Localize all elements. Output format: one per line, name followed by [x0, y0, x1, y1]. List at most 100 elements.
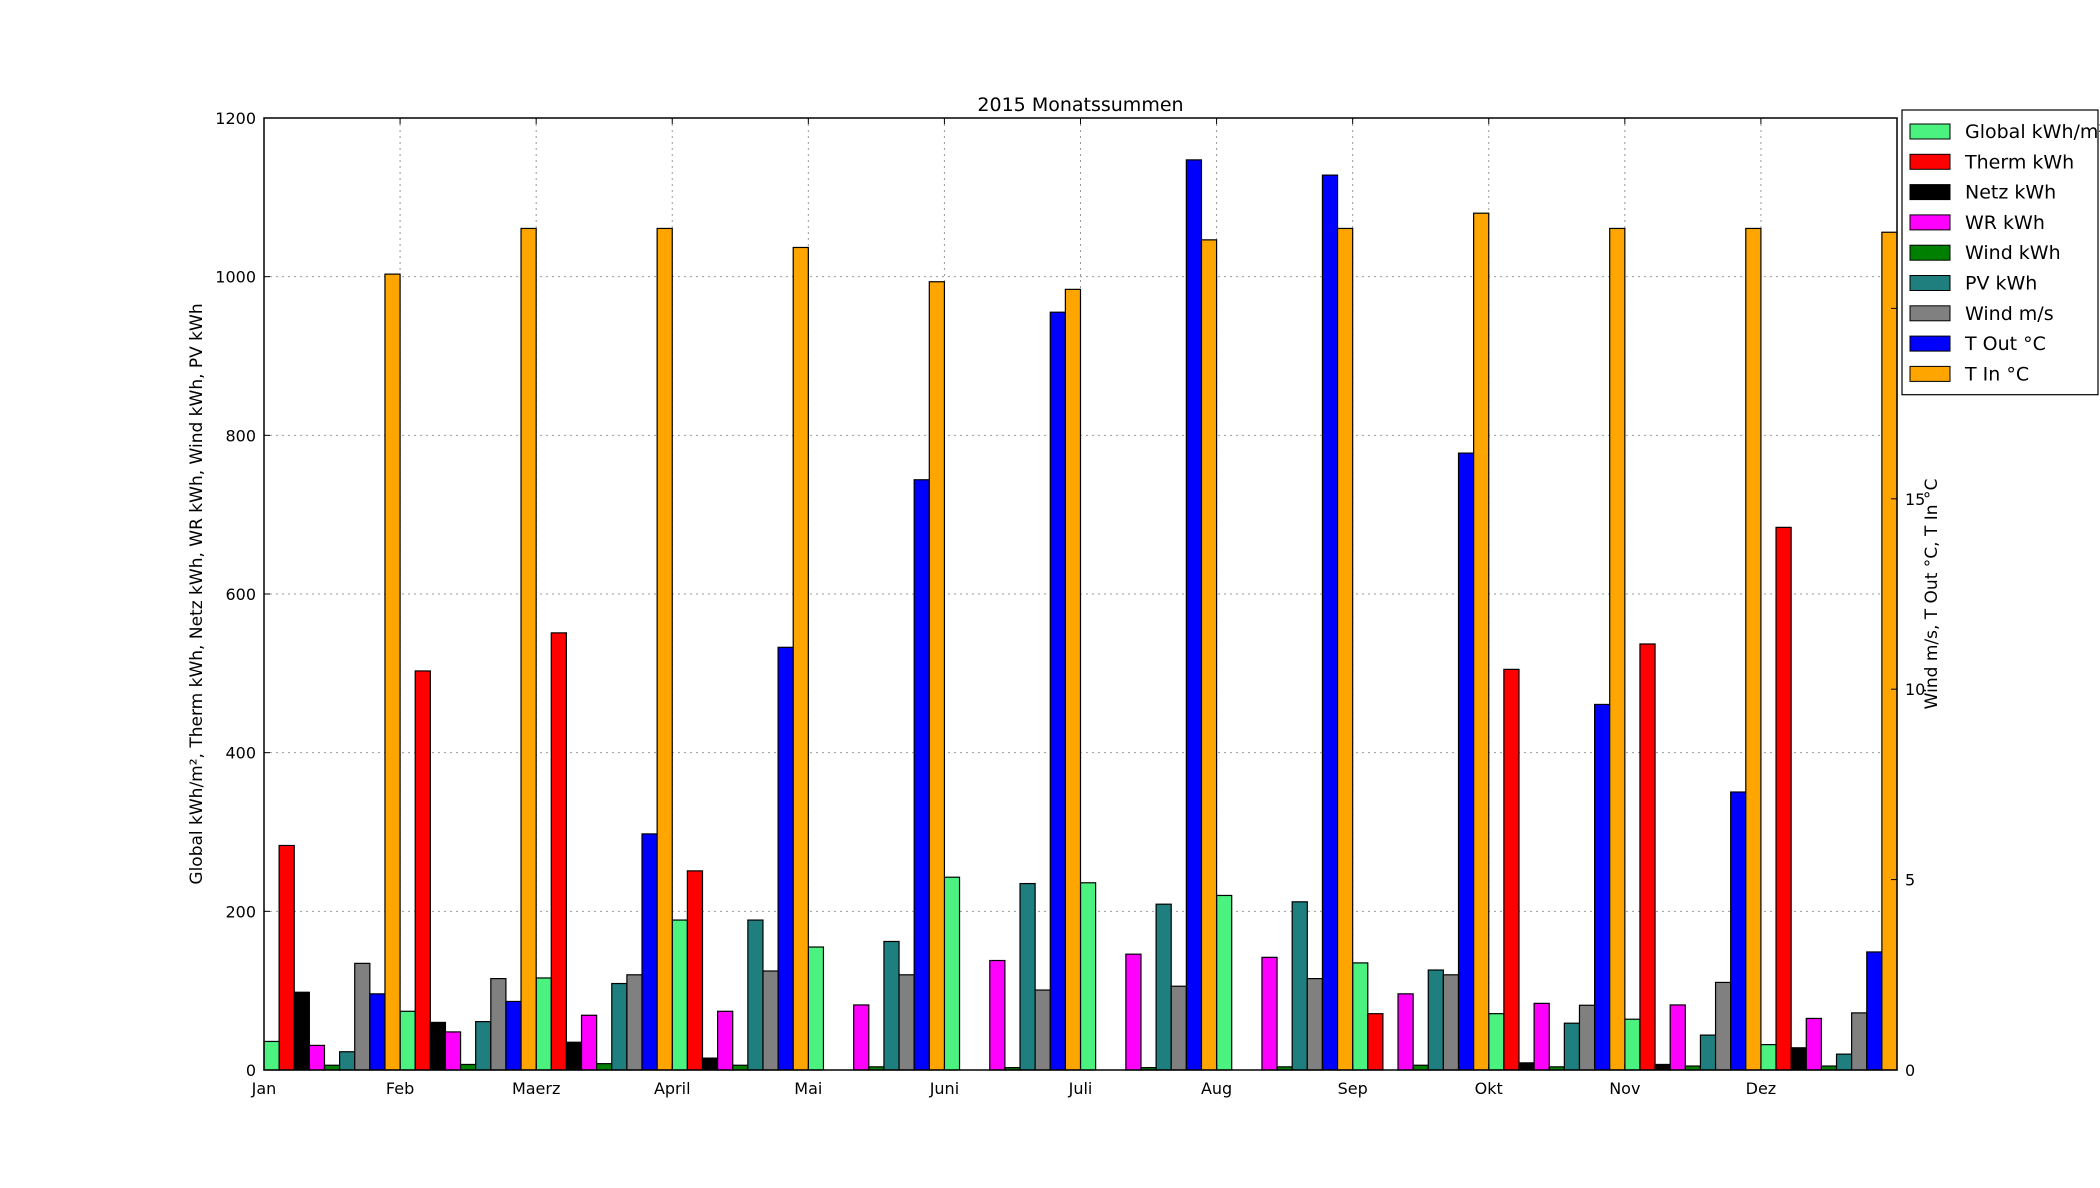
bar-t-in-c-aug — [1336, 227, 1354, 1071]
bar-t-out-c-nov — [1730, 791, 1747, 1071]
bar-t-out-c-sep — [1457, 452, 1475, 1071]
bar-global-kwh-m-jan — [263, 1040, 280, 1071]
bar-therm-kwh-okt — [1503, 668, 1520, 1071]
y-tick-label-left: 200 — [225, 902, 256, 921]
bar-t-out-c-okt — [1593, 703, 1611, 1071]
bar-pv-kwh-feb — [475, 1021, 492, 1071]
y-axis-label-left: Global kWh/m², Therm kWh, Netz kWh, WR k… — [187, 303, 207, 884]
bar-pv-kwh-maerz — [611, 982, 628, 1071]
legend-swatch — [1909, 123, 1951, 140]
bar-global-kwh-m-maerz — [535, 977, 552, 1071]
legend-label: Wind kWh — [1965, 242, 2061, 264]
x-tick-label: Sep — [1338, 1079, 1368, 1098]
y-tick-label-left: 0 — [246, 1061, 256, 1080]
legend-swatch — [1909, 214, 1951, 231]
bar-pv-kwh-sep — [1427, 969, 1444, 1071]
bar-pv-kwh-okt — [1563, 1022, 1581, 1071]
bar-wind-m-s-juni — [1034, 989, 1051, 1071]
bar-t-out-c-dez — [1866, 951, 1883, 1071]
legend-label: Wind m/s — [1965, 303, 2054, 325]
y-tick-label-right: 5 — [1905, 871, 1915, 890]
y-axis-label-right: Wind m/s, T Out °C, T In °C — [1922, 479, 1942, 710]
x-tick-label: Juli — [1068, 1079, 1093, 1098]
bar-t-in-c-jan — [384, 273, 401, 1071]
legend-label: WR kWh — [1965, 212, 2045, 234]
bar-global-kwh-m-juni — [943, 876, 961, 1071]
bar-wr-kwh-juni — [989, 959, 1006, 1071]
legend-label: T In °C — [1964, 363, 2029, 385]
bar-therm-kwh-nov — [1639, 643, 1656, 1071]
bar-wr-kwh-dez — [1805, 1017, 1822, 1071]
y-tick-label-right: 10 — [1905, 680, 1925, 699]
x-tick-label: Juni — [929, 1079, 959, 1098]
bar-wr-kwh-nov — [1669, 1004, 1686, 1071]
bar-netz-kwh-april — [701, 1057, 719, 1071]
bar-global-kwh-m-sep — [1352, 962, 1369, 1071]
bar-wind-kwh-maerz — [596, 1063, 613, 1071]
x-tick-label: Feb — [386, 1079, 414, 1098]
bar-global-kwh-m-feb — [399, 1010, 416, 1071]
bar-t-in-c-okt — [1609, 227, 1626, 1071]
y-tick-label-right: 15 — [1905, 490, 1925, 509]
legend-swatch — [1909, 184, 1951, 201]
bar-t-out-c-maerz — [641, 833, 658, 1071]
bar-wr-kwh-juli — [1125, 953, 1142, 1071]
x-tick-label: Aug — [1201, 1079, 1232, 1098]
bar-therm-kwh-feb — [414, 670, 431, 1071]
bar-wr-kwh-sep — [1397, 993, 1414, 1071]
y-tick-label-left: 600 — [225, 585, 256, 604]
bar-therm-kwh-maerz — [550, 632, 568, 1071]
legend-label: Netz kWh — [1965, 182, 2056, 204]
bar-wind-m-s-okt — [1578, 1004, 1596, 1071]
bar-pv-kwh-dez — [1835, 1053, 1853, 1071]
bar-pv-kwh-mai — [883, 940, 900, 1071]
x-tick-label: Jan — [251, 1079, 277, 1098]
bar-t-in-c-maerz — [656, 227, 673, 1071]
chart-title: 2015 Monatssummen — [977, 94, 1183, 116]
bar-t-out-c-aug — [1321, 174, 1339, 1071]
bar-t-in-c-mai — [928, 281, 946, 1071]
bar-wind-m-s-feb — [490, 978, 507, 1071]
bar-wr-kwh-jan — [308, 1044, 326, 1071]
bar-netz-kwh-okt — [1518, 1062, 1535, 1071]
bar-pv-kwh-jan — [339, 1051, 356, 1071]
legend-label: Global kWh/m² — [1965, 121, 2100, 143]
bar-wr-kwh-feb — [444, 1031, 462, 1071]
y-tick-label-left: 800 — [225, 426, 256, 445]
bar-global-kwh-m-nov — [1624, 1018, 1641, 1071]
bar-t-in-c-dez — [1881, 231, 1898, 1071]
y-tick-label-left: 1000 — [215, 268, 256, 287]
bar-pv-kwh-april — [747, 919, 764, 1071]
bar-global-kwh-m-dez — [1760, 1044, 1777, 1071]
x-tick-label: Mai — [794, 1079, 822, 1098]
bar-wind-m-s-sep — [1442, 974, 1460, 1071]
bar-netz-kwh-feb — [429, 1021, 447, 1071]
x-tick-label: Okt — [1475, 1079, 1503, 1098]
bar-global-kwh-m-juli — [1079, 882, 1097, 1071]
bar-wr-kwh-maerz — [580, 1014, 598, 1071]
bar-t-out-c-april — [777, 646, 794, 1071]
bar-wr-kwh-mai — [853, 1004, 870, 1071]
x-tick-label: Nov — [1609, 1079, 1640, 1098]
legend: Global kWh/m² Therm kWh Netz kWh WR kWh Wind… — [1901, 109, 2100, 396]
bar-netz-kwh-maerz — [565, 1041, 583, 1071]
bar-wr-kwh-april — [717, 1010, 734, 1071]
bar-pv-kwh-juli — [1155, 903, 1172, 1071]
bar-wind-m-s-april — [762, 970, 779, 1071]
bar-pv-kwh-juni — [1019, 882, 1036, 1071]
bar-netz-kwh-nov — [1654, 1063, 1671, 1071]
bar-pv-kwh-aug — [1291, 901, 1308, 1071]
bar-t-in-c-nov — [1745, 227, 1762, 1071]
bar-t-in-c-feb — [520, 227, 537, 1071]
bar-t-in-c-april — [792, 246, 809, 1071]
y-tick-label-left: 400 — [225, 744, 256, 763]
bar-therm-kwh-april — [686, 870, 704, 1071]
bar-pv-kwh-nov — [1699, 1034, 1717, 1071]
bar-wind-m-s-juli — [1170, 985, 1187, 1071]
legend-label: Therm kWh — [1964, 151, 2074, 173]
bar-wr-kwh-okt — [1533, 1002, 1550, 1071]
bar-t-out-c-juli — [1185, 159, 1203, 1071]
bar-t-in-c-juli — [1200, 239, 1218, 1071]
bar-t-in-c-juni — [1064, 288, 1082, 1071]
